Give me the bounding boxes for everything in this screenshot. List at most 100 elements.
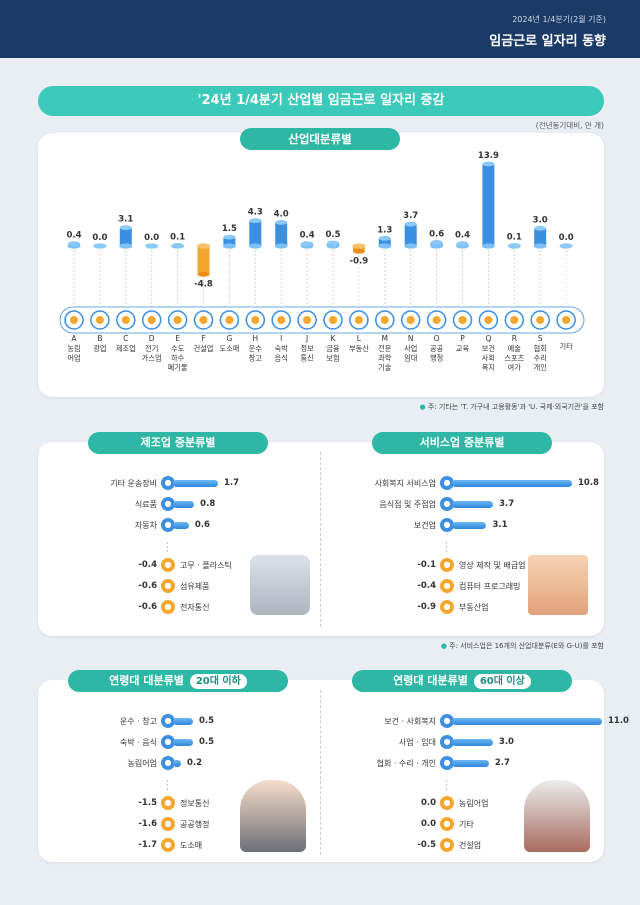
row-bar [452, 760, 489, 767]
row-label: 운수 · 창고 [119, 717, 157, 726]
row-label: 공공행정 [180, 820, 210, 829]
row-label: 도소매 [180, 841, 203, 850]
ship-icon: ● [161, 476, 175, 490]
panel-title-2: 서비스업 중분류별 [372, 432, 552, 454]
welfare-icon: ● [440, 476, 454, 490]
row-label: 부동산업 [459, 603, 489, 612]
header-banner: 2024년 1/4분기(2월 기준) 임금근로 일자리 동향 [0, 0, 640, 58]
row-bar [173, 760, 181, 767]
computer-icon: ● [440, 579, 454, 593]
panel-tag: 60대 이상 [473, 674, 531, 689]
row-value: 1.7 [224, 478, 240, 488]
row-label: 음식점 및 주점업 [379, 500, 436, 509]
tractor-icon: ● [440, 796, 454, 810]
sub-charts-card [38, 442, 604, 636]
panel-tag: 20대 이하 [189, 674, 247, 689]
row-label: 기타 [459, 820, 474, 829]
row-bar [452, 718, 602, 725]
row-label: 영상 제작 및 배급업 [459, 561, 526, 570]
row-bar [173, 718, 193, 725]
row-label: 식료품 [134, 500, 157, 509]
food-icon: ● [161, 497, 175, 511]
group-icon: ● [440, 756, 454, 770]
health-icon: ● [440, 714, 454, 728]
row-value: 0.5 [199, 737, 215, 747]
phone-icon: ● [440, 817, 454, 831]
row-value: 0.5 [199, 716, 215, 726]
panel-title-4: 연령대 대분류별 60대 이상 [352, 670, 572, 692]
row-label: 보건업 [413, 521, 436, 530]
document-icon: ● [161, 796, 175, 810]
row-label: 사업 · 임대 [398, 738, 436, 747]
row-value: 11.0 [608, 716, 629, 726]
service-note-text: 주: 서비스업은 16개의 산업대분류(E와 G-U)를 포함 [449, 642, 604, 650]
row-bar [173, 522, 189, 529]
main-title: '24년 1/4분기 산업별 임금근로 일자리 증감 [38, 86, 604, 116]
row-value: 3.0 [498, 737, 514, 747]
industry-chart-card [38, 133, 604, 397]
row-value: -0.4 [138, 560, 157, 570]
row-label: 사회복지 서비스업 [374, 479, 436, 488]
young-people-illustration [240, 780, 306, 852]
row-bar [173, 739, 193, 746]
textile-icon: ● [161, 579, 175, 593]
house-icon: ● [440, 600, 454, 614]
people-icon: ● [440, 735, 454, 749]
row-label: 건설업 [459, 841, 482, 850]
row-value: 0.0 [420, 798, 436, 808]
row-value: 3.7 [499, 499, 515, 509]
row-bar [452, 522, 487, 529]
row-label: 협회 · 수리 · 개인 [376, 759, 436, 768]
tire-icon: ● [161, 558, 175, 572]
row-value: 10.8 [578, 478, 599, 488]
row-label: 자동차 [134, 521, 157, 530]
row-label: 기타 운송장비 [110, 479, 157, 488]
film-icon: ● [440, 558, 454, 572]
building-illustration [528, 555, 588, 615]
basket-icon: ● [161, 838, 175, 852]
row-label: 보건 · 사회복지 [384, 717, 436, 726]
ellipsis-dots: · · · [166, 777, 169, 795]
panel-title-3: 연령대 대분류별 20대 이하 [68, 670, 288, 692]
restaurant-icon: ● [440, 497, 454, 511]
row-value: 0.2 [187, 758, 203, 768]
dining-icon: ● [161, 735, 175, 749]
panel-title-text: 연령대 대분류별 [393, 674, 468, 687]
ellipsis-dots: · · · [166, 539, 169, 557]
row-value: 0.6 [194, 520, 210, 530]
row-label: 전자통신 [180, 603, 210, 612]
row-value: 0.8 [200, 499, 216, 509]
row-value: -0.9 [417, 602, 436, 612]
row-label: 농림어업 [127, 759, 157, 768]
panel-title-text: 제조업 중분류별 [140, 436, 216, 449]
cross-icon: ● [440, 518, 454, 532]
row-bar [452, 501, 494, 508]
header-title: 임금근로 일자리 동향 [489, 34, 606, 49]
row-value: 2.7 [494, 758, 510, 768]
industry-note-text: 주: 기타는 'T. 가구내 고용활동'과 'U. 국제·외국기관'을 포함 [427, 403, 604, 411]
age-charts-card [38, 680, 604, 862]
row-value: 0.0 [420, 819, 436, 829]
panel-title-text: 연령대 대분류별 [109, 674, 184, 687]
service-note: ● 주: 서비스업은 16개의 산업대분류(E와 G-U)를 포함 [440, 642, 604, 650]
row-label: 섬유제품 [180, 582, 210, 591]
row-label: 고무 · 플라스틱 [180, 561, 232, 570]
row-bar [452, 480, 572, 487]
row-value: 3.1 [492, 520, 508, 530]
row-value: -1.7 [138, 840, 157, 850]
row-bar [173, 480, 218, 487]
ellipsis-dots: · · · [445, 539, 448, 557]
industry-section-title: 산업대분류별 [240, 128, 400, 150]
industry-note: ● 주: 기타는 'T. 가구내 고용활동'과 'U. 국제·외국기관'을 포함 [419, 403, 604, 411]
row-value: -1.6 [138, 819, 157, 829]
row-label: 숙박 · 음식 [119, 738, 157, 747]
row-value: -0.5 [417, 840, 436, 850]
ellipsis-dots: · · · [445, 777, 448, 795]
row-label: 농림어업 [459, 799, 489, 808]
row-bar [173, 501, 195, 508]
row-bar [452, 739, 493, 746]
panel-title-1: 제조업 중분류별 [88, 432, 268, 454]
car-icon: ● [161, 518, 175, 532]
panel-divider [320, 452, 321, 627]
row-value: -0.6 [138, 602, 157, 612]
